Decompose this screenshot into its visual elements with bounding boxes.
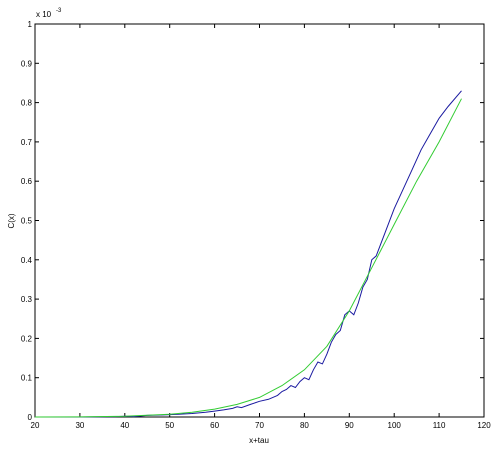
series-line-2: [34, 98, 462, 418]
y-tick-label: 0.7: [21, 138, 33, 147]
plot-area: [34, 23, 485, 418]
x-tick-label: 110: [433, 421, 446, 430]
y-tick-label: 0.4: [21, 256, 33, 265]
y-tick-label: 0.8: [21, 99, 33, 108]
y-tick-label: 0.9: [21, 59, 33, 68]
y-tick-label: 0.2: [21, 334, 33, 343]
y-axis-ticks: 0 0.1 0.2 0.3 0.4 0.5 0.6 0.7 0.8 0.9 1: [21, 20, 484, 422]
x-tick-label: 50: [165, 421, 174, 430]
y-tick-label: 0.6: [21, 177, 33, 186]
x-tick-label: 120: [477, 421, 491, 430]
x-tick-label: 60: [210, 421, 219, 430]
x-tick-label: 40: [120, 421, 129, 430]
x-tick-label: 80: [300, 421, 309, 430]
x-axis-title: x+tau: [249, 436, 269, 445]
y-multiplier-exponent: -3: [56, 8, 62, 14]
y-tick-label: 0.5: [21, 217, 33, 226]
y-multiplier-label: x 10: [36, 10, 52, 19]
x-tick-label: 100: [388, 421, 402, 430]
x-tick-label: 90: [345, 421, 354, 430]
series-line-1: [35, 90, 462, 418]
y-tick-label: 0: [28, 413, 33, 422]
x-axis-ticks: 20 30 40 50 60 70 80 90 100 110 120: [31, 24, 491, 430]
x-tick-label: 20: [31, 421, 40, 430]
x-tick-label: 70: [255, 421, 264, 430]
y-axis-title: C(x): [7, 213, 16, 228]
x-tick-label: 30: [75, 421, 84, 430]
y-tick-label: 0.3: [21, 295, 33, 304]
series-layer: [34, 90, 462, 418]
y-tick-label: 0.1: [21, 374, 33, 383]
y-tick-label: 1: [28, 20, 33, 29]
